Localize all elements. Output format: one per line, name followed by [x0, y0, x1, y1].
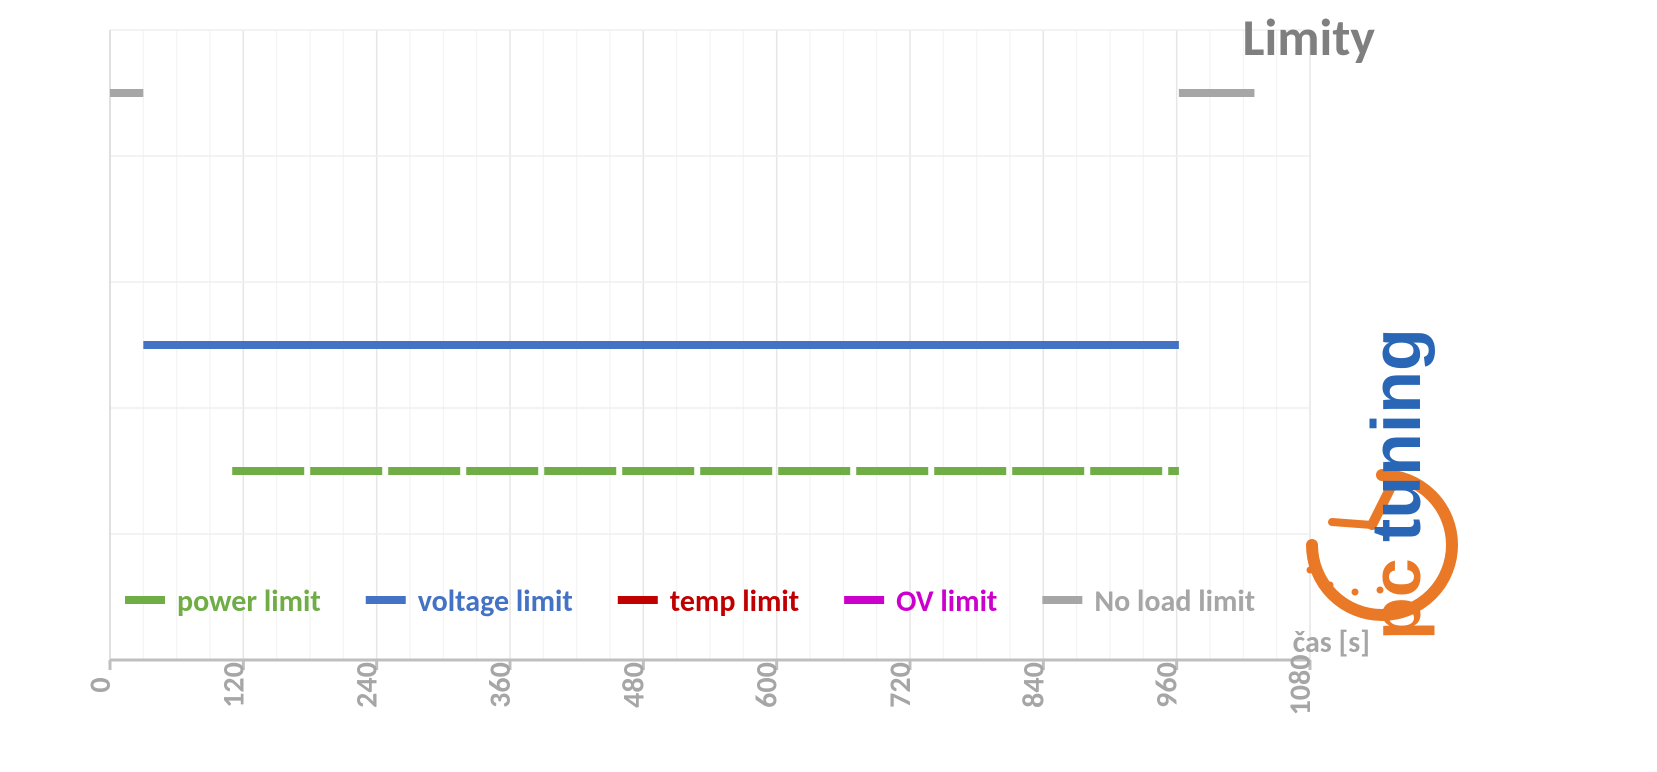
legend-label-ov: OV limit: [896, 583, 997, 620]
chart-container: 01202403604806007208409601080Limityčas […: [0, 0, 1657, 772]
x-tick-label: 360: [482, 662, 519, 708]
chart-title: Limity: [1243, 5, 1376, 69]
watermark-tuning: tuning: [1357, 328, 1435, 542]
x-tick-label: 480: [615, 662, 652, 708]
x-axis: 0 120 240 360 480 600 720 840 960 1080: [82, 655, 1319, 716]
chart-svg: 01202403604806007208409601080Limityčas […: [0, 0, 1657, 772]
legend: power limit voltage limit temp limit OV lim…: [125, 583, 1255, 620]
x-tick-label: 720: [882, 662, 919, 708]
legend-label-noload: No load limit: [1094, 583, 1255, 620]
x-tick-label: 600: [749, 662, 786, 708]
legend-label-voltage: voltage limit: [418, 583, 573, 620]
watermark-pc: pc: [1357, 558, 1435, 640]
legend-label-power: power limit: [177, 583, 321, 620]
x-tick-label: 0: [82, 677, 119, 692]
x-tick-label: 840: [1015, 662, 1052, 708]
watermark-logo: pc tuning: [1307, 328, 1453, 640]
x-tick-label: 240: [349, 662, 386, 708]
x-tick-label: 960: [1149, 662, 1186, 708]
x-tick-label: 120: [215, 662, 252, 708]
x-tick-label: 1080: [1282, 655, 1319, 716]
legend-label-temp: temp limit: [670, 583, 799, 620]
